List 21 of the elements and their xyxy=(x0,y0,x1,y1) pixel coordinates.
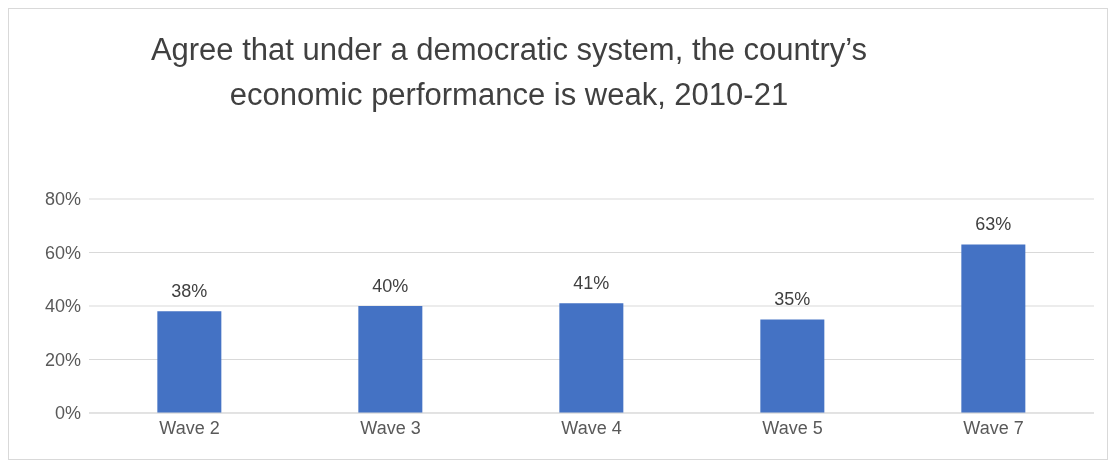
bar xyxy=(559,303,624,413)
bar xyxy=(760,319,825,413)
y-tick-label: 80% xyxy=(44,189,81,210)
chart-title: Agree that under a democratic system, the country’s economic performance is weak, 2010-21 xyxy=(149,31,869,114)
data-label: 40% xyxy=(372,276,409,296)
y-tick-label: 0% xyxy=(54,403,81,424)
bar xyxy=(157,311,222,413)
y-tick-label: 40% xyxy=(44,296,81,317)
x-tick-label: Wave 2 xyxy=(159,417,220,438)
x-tick-label: Wave 7 xyxy=(963,417,1024,438)
data-label: 38% xyxy=(171,281,208,302)
x-tick-label: Wave 4 xyxy=(561,417,622,438)
data-label: 41% xyxy=(573,273,610,294)
y-tick-label: 60% xyxy=(44,242,81,263)
x-tick-label: Wave 3 xyxy=(360,417,421,438)
data-label: 35% xyxy=(774,289,811,310)
x-tick-label: Wave 5 xyxy=(762,417,823,438)
bar xyxy=(358,306,423,413)
data-label: 63% xyxy=(975,214,1012,235)
bar xyxy=(961,244,1026,413)
y-tick-label: 20% xyxy=(44,349,81,370)
